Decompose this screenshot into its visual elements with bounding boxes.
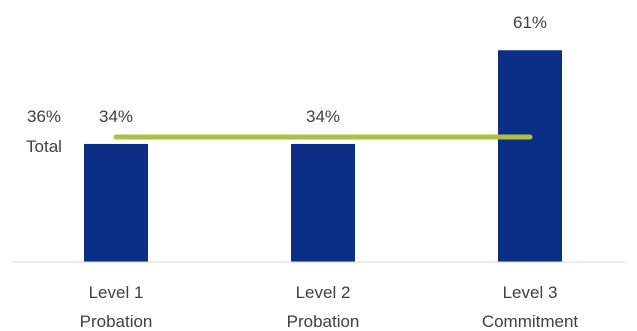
labels-layer: 34% Level 1 Probation 34% Level 2 Probation 61… — [80, 13, 579, 331]
category-label-3-line-2: Commitment — [482, 312, 579, 331]
category-label-3-line-1: Level 3 — [503, 283, 558, 302]
total-reference-text-label: Total — [26, 137, 62, 156]
category-label-1-line-2: Probation — [80, 312, 153, 331]
bar-3 — [498, 50, 562, 262]
category-label-2-line-1: Level 2 — [296, 283, 351, 302]
bar-1 — [84, 143, 148, 262]
data-label-3: 61% — [513, 13, 547, 32]
category-label-2-line-2: Probation — [287, 312, 360, 331]
data-label-1: 34% — [99, 107, 133, 126]
total-reference-value-label: 36% — [27, 107, 61, 126]
bars-layer — [84, 50, 562, 262]
data-label-2: 34% — [306, 107, 340, 126]
category-label-1-line-1: Level 1 — [89, 283, 144, 302]
bar-2 — [291, 143, 355, 262]
